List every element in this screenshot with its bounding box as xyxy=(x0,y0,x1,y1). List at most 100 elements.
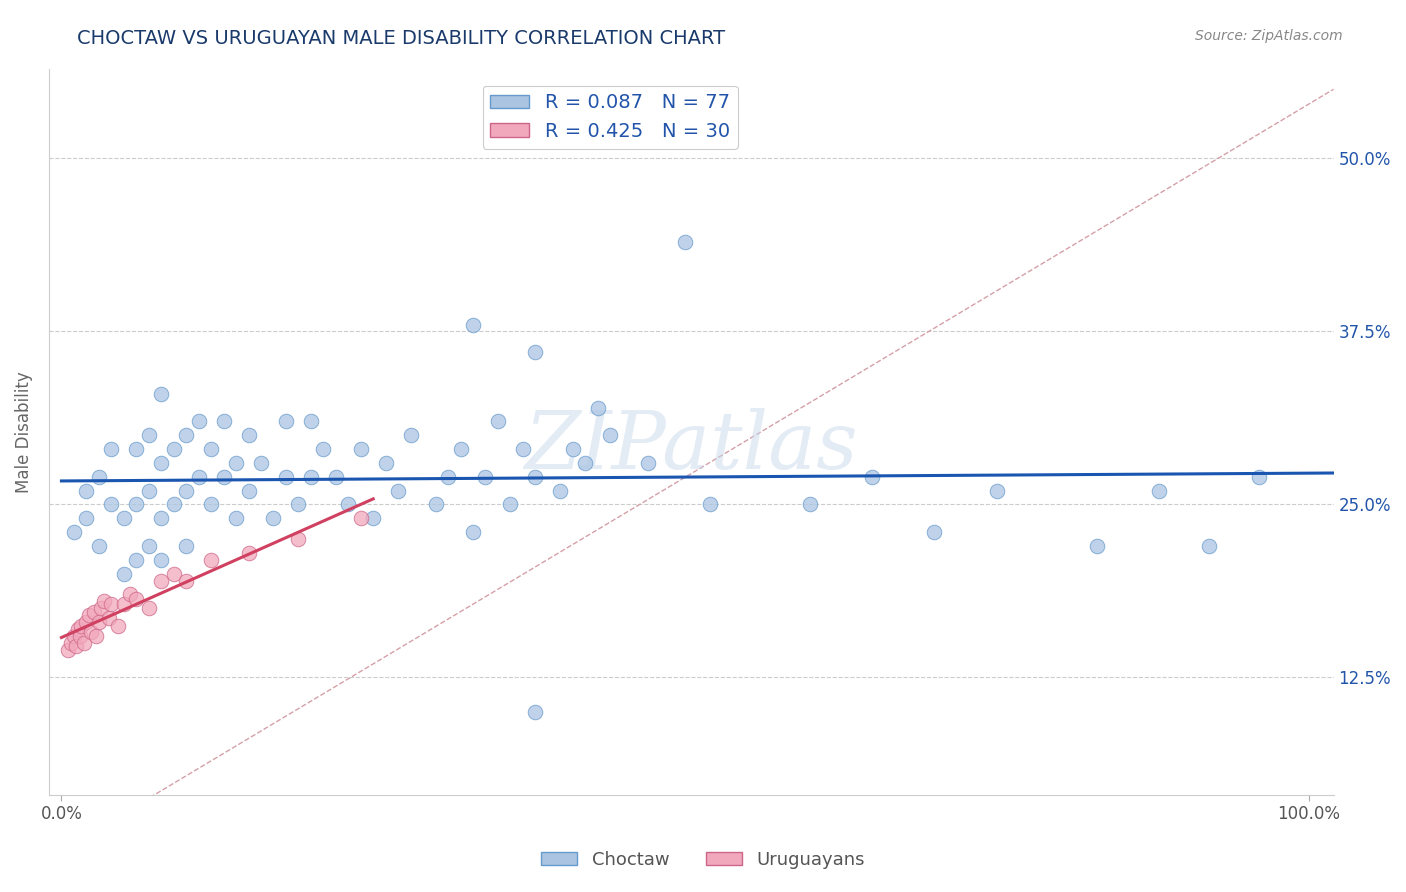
Point xyxy=(86,629,108,643)
Point xyxy=(118,587,141,601)
Point xyxy=(673,235,696,249)
Point xyxy=(299,469,322,483)
Point xyxy=(150,553,173,567)
Point xyxy=(325,469,347,483)
Point xyxy=(87,539,110,553)
Point xyxy=(250,456,273,470)
Point xyxy=(138,428,160,442)
Point xyxy=(225,456,247,470)
Point xyxy=(599,428,621,442)
Point xyxy=(287,498,309,512)
Point xyxy=(112,566,135,581)
Point xyxy=(262,511,284,525)
Point xyxy=(174,574,197,588)
Point xyxy=(425,498,447,512)
Point xyxy=(125,553,148,567)
Point xyxy=(187,414,209,428)
Point xyxy=(150,511,173,525)
Point xyxy=(200,442,222,456)
Point xyxy=(150,386,173,401)
Point xyxy=(90,601,112,615)
Point xyxy=(1085,539,1108,553)
Point xyxy=(174,539,197,553)
Point xyxy=(474,469,496,483)
Point xyxy=(799,498,821,512)
Point xyxy=(524,345,547,359)
Text: Source: ZipAtlas.com: Source: ZipAtlas.com xyxy=(1195,29,1343,43)
Point xyxy=(163,442,186,456)
Point xyxy=(100,498,122,512)
Point xyxy=(75,511,97,525)
Point xyxy=(924,525,946,540)
Point xyxy=(69,629,91,643)
Point xyxy=(212,414,235,428)
Point xyxy=(287,532,309,546)
Point xyxy=(125,442,148,456)
Point xyxy=(374,456,396,470)
Legend: R = 0.087   N = 77, R = 0.425   N = 30: R = 0.087 N = 77, R = 0.425 N = 30 xyxy=(482,86,738,149)
Point xyxy=(66,622,89,636)
Point xyxy=(550,483,572,498)
Text: ZIPatlas: ZIPatlas xyxy=(524,408,858,485)
Legend: Choctaw, Uruguayans: Choctaw, Uruguayans xyxy=(534,844,872,876)
Point xyxy=(200,553,222,567)
Point xyxy=(77,608,100,623)
Point xyxy=(60,636,83,650)
Point xyxy=(450,442,472,456)
Point xyxy=(399,428,422,442)
Point xyxy=(87,615,110,629)
Point xyxy=(83,606,105,620)
Point xyxy=(70,619,93,633)
Point xyxy=(80,624,103,639)
Point xyxy=(387,483,409,498)
Point xyxy=(150,456,173,470)
Point xyxy=(299,414,322,428)
Point xyxy=(174,428,197,442)
Point xyxy=(512,442,534,456)
Point xyxy=(1198,539,1220,553)
Point xyxy=(112,597,135,611)
Point xyxy=(637,456,659,470)
Text: CHOCTAW VS URUGUAYAN MALE DISABILITY CORRELATION CHART: CHOCTAW VS URUGUAYAN MALE DISABILITY COR… xyxy=(77,29,725,47)
Point xyxy=(238,483,260,498)
Point xyxy=(274,414,297,428)
Point xyxy=(350,442,373,456)
Point xyxy=(100,442,122,456)
Point xyxy=(112,511,135,525)
Point xyxy=(437,469,460,483)
Point xyxy=(75,615,97,629)
Point xyxy=(107,619,129,633)
Point xyxy=(187,469,209,483)
Point xyxy=(212,469,235,483)
Point xyxy=(461,318,484,332)
Point xyxy=(350,511,373,525)
Point xyxy=(163,498,186,512)
Point xyxy=(63,525,86,540)
Point xyxy=(225,511,247,525)
Point xyxy=(524,469,547,483)
Point xyxy=(574,456,596,470)
Point xyxy=(138,483,160,498)
Point xyxy=(1247,469,1270,483)
Point xyxy=(87,469,110,483)
Point xyxy=(125,498,148,512)
Point xyxy=(125,591,148,606)
Point xyxy=(312,442,335,456)
Point xyxy=(93,594,115,608)
Point xyxy=(499,498,522,512)
Point xyxy=(238,546,260,560)
Point xyxy=(361,511,384,525)
Point xyxy=(860,469,883,483)
Point xyxy=(1147,483,1170,498)
Point xyxy=(337,498,360,512)
Point xyxy=(73,636,96,650)
Point xyxy=(586,401,609,415)
Point xyxy=(986,483,1008,498)
Point xyxy=(56,642,79,657)
Point xyxy=(63,629,86,643)
Point xyxy=(561,442,583,456)
Y-axis label: Male Disability: Male Disability xyxy=(15,371,32,492)
Point xyxy=(486,414,509,428)
Point xyxy=(75,483,97,498)
Point xyxy=(138,539,160,553)
